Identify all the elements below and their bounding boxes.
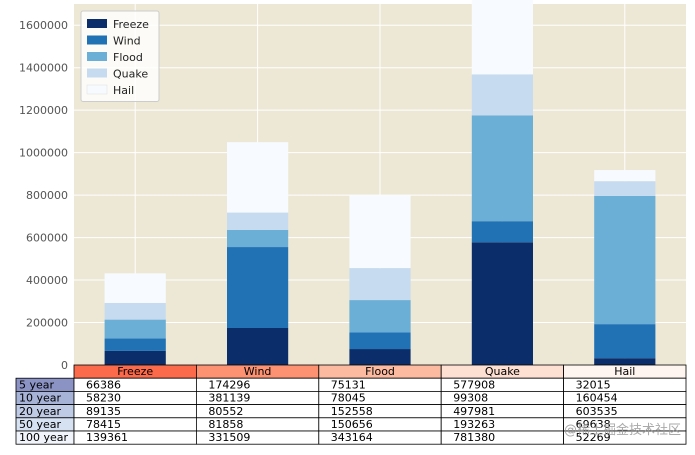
table-cell-value: 381139 [208,392,250,405]
table-col-header: Quake [485,365,520,378]
table-cell-value: 160454 [576,392,618,405]
y-tick-label: 1000000 [19,147,68,160]
table-cell-value: 577908 [453,378,495,391]
table-cell-4-4 [563,430,687,445]
bar-hail-100-year [594,170,656,182]
table-cell-value: 331509 [208,431,250,444]
table-cell-value: 75131 [331,378,366,391]
y-tick-label: 1400000 [19,62,68,75]
bar-quake-5-year [471,242,533,365]
bar-quake-50-year [471,74,533,116]
table-cell-value: 58230 [86,392,121,405]
legend-swatch-0 [87,19,107,28]
table-row-label: 100 year [19,431,69,444]
table-cell-value: 174296 [208,378,250,391]
y-tick-label: 800000 [26,189,68,202]
table-cell-value: 81858 [208,418,243,431]
bar-hail-10-year [594,324,656,359]
table-cell-value: 52269 [576,431,611,444]
table-row-label: 20 year [19,405,62,418]
legend-swatch-4 [86,84,108,95]
table-col-header: Flood [365,365,395,378]
legend-label-2: Flood [113,51,143,64]
bar-freeze-100-year [104,273,166,303]
table-col-header: Freeze [117,365,153,378]
table-cell-value: 497981 [453,405,495,418]
table-cell-value: 152558 [331,405,373,418]
y-tick-label: 1200000 [19,104,68,117]
table-row-label: 50 year [19,418,62,431]
legend-swatch-3 [87,68,107,78]
bar-flood-100-year [349,195,411,269]
bar-freeze-20-year [104,319,166,339]
table-cell-value: 150656 [331,418,373,431]
y-tick-label: 600000 [26,232,68,245]
bar-hail-20-year [594,195,656,325]
bar-wind-5-year [227,327,289,365]
table-cell-value: 69638 [576,418,611,431]
legend-label-0: Freeze [113,18,149,31]
table-cell-value: 89135 [86,405,121,418]
table-cell-value: 99308 [453,392,488,405]
bar-hail-50-year [594,181,656,196]
bar-flood-10-year [349,332,411,350]
table-cell-value: 603535 [576,405,618,418]
bar-quake-100-year [471,0,533,75]
table-row-label: 10 year [19,392,62,405]
bar-freeze-5-year [104,350,166,365]
table-cell-value: 343164 [331,431,373,444]
bar-freeze-10-year [104,338,166,351]
legend-swatch-2 [87,52,107,61]
bar-freeze-50-year [104,302,166,320]
bar-wind-20-year [227,229,289,248]
table-cell-value: 139361 [86,431,128,444]
bar-quake-10-year [471,221,533,243]
table-cell-value: 78045 [331,392,366,405]
table-cell-value: 193263 [453,418,495,431]
table-cell-value: 781380 [453,431,495,444]
table-row-label: 5 year [19,378,55,391]
legend-swatch-1 [87,35,107,45]
bar-hail-5-year [594,358,656,365]
bar-wind-50-year [227,212,289,230]
y-tick-label: 400000 [26,274,68,287]
y-tick-label: 200000 [26,317,68,330]
legend-label-3: Quake [113,68,148,81]
bar-flood-5-year [349,349,411,365]
legend-box [80,10,160,102]
y-tick-label: 1600000 [19,19,68,32]
bar-quake-20-year [471,115,533,222]
bar-wind-10-year [227,247,289,328]
watermark: @稀土掘金技术社区 [564,422,681,438]
table-cell-value: 80552 [208,405,243,418]
table-cell-value: 32015 [576,378,611,391]
table-col-header: Wind [244,365,272,378]
table-cell-value: 78415 [86,418,121,431]
bar-flood-20-year [349,300,411,333]
table-col-header: Hail [614,365,635,378]
legend-label-4: Hail [113,84,134,97]
table-cell-value: 66386 [86,378,121,391]
bar-flood-50-year [349,268,411,301]
legend-label-1: Wind [113,35,141,48]
y-tick-label: 0 [61,359,68,372]
bar-wind-100-year [227,142,289,213]
